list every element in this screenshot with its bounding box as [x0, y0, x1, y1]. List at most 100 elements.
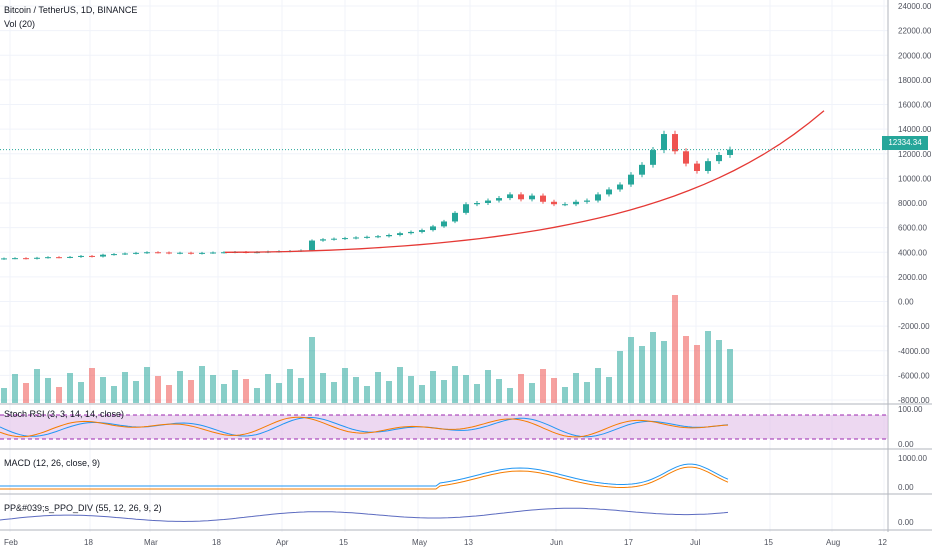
candle-body [342, 238, 348, 240]
volume-bar [56, 387, 62, 403]
volume-bar [331, 382, 337, 403]
volume-bar [122, 372, 128, 403]
candle-body [518, 194, 524, 200]
volume-bar [89, 368, 95, 403]
volume-bar [529, 383, 535, 403]
time-tick-label: 17 [624, 538, 633, 547]
volume-bar [287, 369, 293, 403]
candle-body [133, 252, 139, 254]
volume-bar [111, 386, 117, 403]
time-axis[interactable]: Feb 18 Mar 18 Apr 15 May 13 Jun 17 Jul 15 Aug 12 [4, 538, 887, 547]
price-tick-label: 16000.00 [898, 101, 932, 110]
price-tick-label: 22000.00 [898, 27, 932, 36]
price-tick-label: 20000.00 [898, 51, 932, 60]
price-tick-label: -8000.00 [898, 396, 930, 405]
candle-body [375, 236, 381, 238]
candle-body [584, 200, 590, 202]
pane-borders [0, 0, 932, 532]
candle-body [78, 255, 84, 257]
time-tick-label: 15 [764, 538, 773, 547]
volume-bar [364, 386, 370, 403]
macd-signal-line [0, 466, 729, 490]
time-tick-label: Aug [826, 538, 840, 547]
volume-bar [606, 377, 612, 403]
candle-body [540, 195, 546, 202]
volume-bar [727, 349, 733, 403]
price-tick-label: 14000.00 [898, 125, 932, 134]
candle-body [551, 201, 557, 205]
volume-bar [210, 375, 216, 403]
candle-body [199, 252, 205, 254]
volume-bar [1, 388, 7, 403]
candle-body [694, 163, 700, 171]
candle-body [507, 194, 513, 199]
candle-body [144, 252, 150, 254]
time-tick-label: May [412, 538, 427, 547]
macd-lines [0, 463, 729, 490]
volume-bar [243, 379, 249, 403]
volume-bar [78, 382, 84, 403]
volume-bar [540, 369, 546, 403]
volume-bar [166, 385, 172, 403]
volume-bar [463, 375, 469, 403]
time-tick-label: 15 [339, 538, 348, 547]
volume-bar [375, 372, 381, 403]
ppo-tick-label: 0.00 [898, 518, 914, 527]
volume-bar [309, 337, 315, 403]
candle-body [716, 154, 722, 162]
macd-line [0, 463, 729, 487]
macd-label: MACD (12, 26, close, 9) [4, 458, 101, 468]
candle-body [397, 233, 403, 236]
price-axis[interactable]: 24000.00 22000.00 20000.00 18000.00 16000.00… [898, 2, 932, 527]
volume-bar [562, 387, 568, 403]
candle-body [320, 239, 326, 241]
stoch-tick-label: 0.00 [898, 440, 914, 449]
volume-bar [298, 378, 304, 403]
volume-bar [639, 346, 645, 403]
candle-body [89, 255, 95, 257]
candle-body [309, 240, 315, 251]
candle-body [661, 134, 667, 151]
volume-bar [617, 351, 623, 403]
volume-bar [485, 370, 491, 403]
macd-tick-label: 0.00 [898, 483, 914, 492]
ppo-label: PP&#039;s_PPO_DIV (55, 12, 26, 9, 2) [4, 503, 162, 513]
time-tick-label: 18 [212, 538, 221, 547]
candle-body [188, 252, 194, 254]
candle-body [331, 238, 337, 240]
volume-bar [199, 366, 205, 403]
candle-body [122, 253, 128, 255]
candle-body [441, 221, 447, 227]
volume-bar [144, 367, 150, 403]
candle-body [485, 200, 491, 203]
volume-bar [133, 381, 139, 403]
candle-body [100, 254, 106, 257]
candle-body [606, 189, 612, 195]
ppo-line [0, 507, 729, 523]
candle-body [111, 254, 117, 256]
candle-body [474, 203, 480, 205]
time-tick-label: 12 [878, 538, 887, 547]
volume-bar [177, 371, 183, 403]
time-tick-label: Feb [4, 538, 18, 547]
time-tick-label: Apr [276, 538, 289, 547]
volume-bar [265, 374, 271, 403]
volume-bar [34, 369, 40, 403]
candle-body [34, 257, 40, 259]
price-tick-label: 0.00 [898, 298, 914, 307]
price-tick-label: -2000.00 [898, 322, 930, 331]
candle-body [166, 252, 172, 254]
candle-body [177, 252, 183, 254]
volume-bar [67, 373, 73, 403]
candle-body [430, 226, 436, 231]
candle-body [386, 235, 392, 237]
volume-bar [716, 340, 722, 403]
candle-body [683, 151, 689, 164]
price-tick-label: 2000.00 [898, 273, 927, 282]
stoch-tick-label: 100.00 [898, 405, 923, 414]
volume-bar [419, 385, 425, 403]
volume-bar [45, 378, 51, 403]
volume-bar [100, 377, 106, 403]
candle-body [23, 258, 29, 260]
